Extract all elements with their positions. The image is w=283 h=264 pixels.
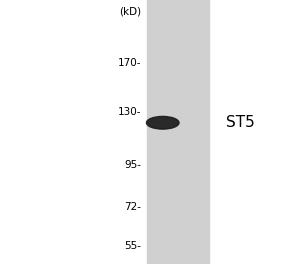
Ellipse shape bbox=[147, 116, 179, 129]
Text: 55-: 55- bbox=[125, 241, 142, 251]
Text: (kD): (kD) bbox=[119, 7, 142, 17]
Text: 130-: 130- bbox=[118, 107, 142, 117]
Bar bbox=[147, 0, 209, 264]
Text: 72-: 72- bbox=[125, 202, 142, 212]
Text: 170-: 170- bbox=[118, 58, 142, 68]
Text: 95-: 95- bbox=[125, 160, 142, 170]
Text: ST5: ST5 bbox=[226, 115, 255, 130]
